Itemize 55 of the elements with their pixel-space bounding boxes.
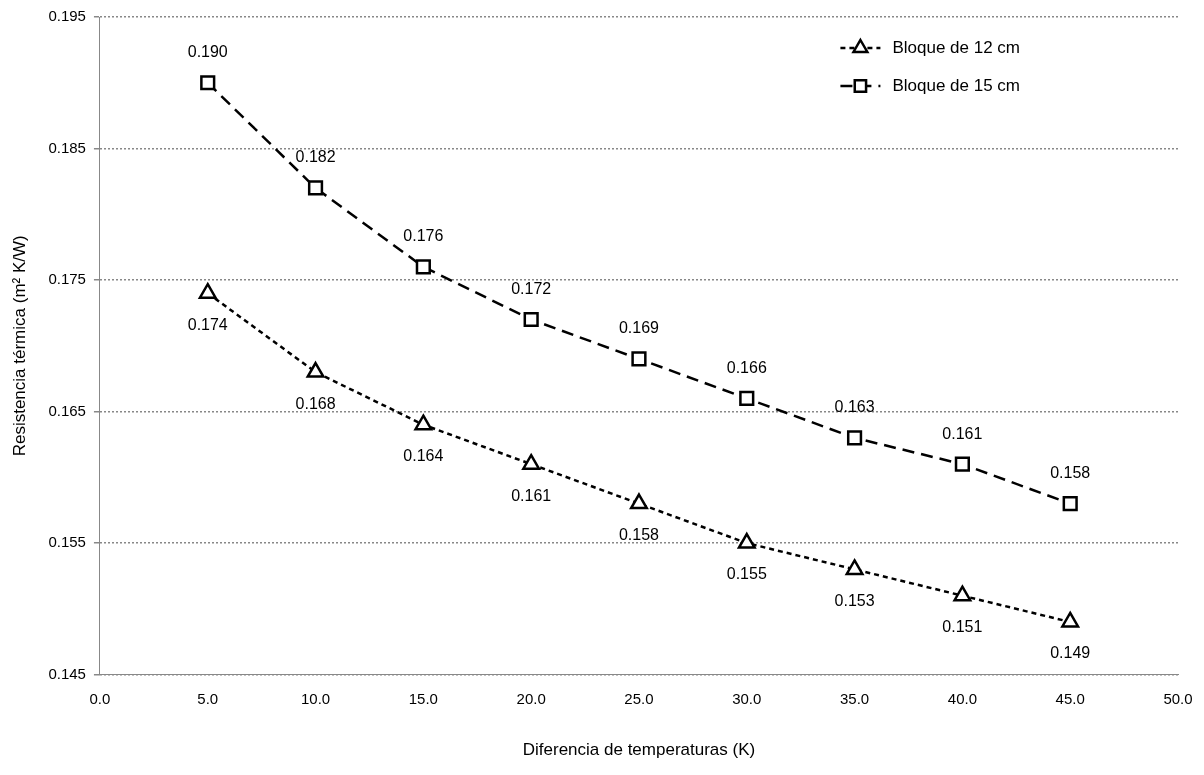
point: [523, 311, 539, 328]
data-label: 0.174: [187, 315, 228, 333]
point: [631, 351, 647, 367]
data-label: 0.155: [726, 565, 767, 583]
y-tick-label: 0.165: [48, 401, 86, 419]
point: [200, 75, 216, 91]
point: [415, 259, 431, 275]
y-tick-label: 0.145: [48, 664, 86, 682]
x-tick-label: 50.0: [1163, 689, 1193, 707]
data-label: 0.168: [295, 394, 336, 412]
data-label: 0.172: [511, 279, 552, 297]
point: [307, 180, 324, 196]
x-tick-label: 25.0: [624, 689, 654, 707]
point: [953, 585, 972, 602]
x-tick-label: 40.0: [947, 689, 977, 707]
point: [846, 430, 863, 446]
point: [845, 559, 864, 576]
x-tick-label: 35.0: [839, 689, 870, 707]
legend-label: Bloque de 15 cm: [892, 75, 1021, 95]
data-label: 0.176: [403, 227, 444, 245]
legend-label: Bloque de 12 cm: [892, 37, 1021, 57]
y-axis-title: Resistencia térmica (m² K/W): [9, 235, 29, 457]
data-label: 0.166: [726, 358, 767, 376]
data-label: 0.161: [511, 486, 552, 504]
y-tick-label: 0.185: [48, 138, 86, 156]
y-tick-label: 0.195: [48, 7, 86, 25]
point: [739, 390, 755, 407]
data-label: 0.151: [942, 618, 983, 636]
data-label: 0.182: [295, 148, 336, 166]
point: [737, 532, 756, 549]
x-tick-label: 20.0: [516, 689, 546, 707]
x-tick-label: 5.0: [197, 689, 219, 707]
y-tick-label: 0.155: [48, 533, 86, 551]
y-tick-label: 0.175: [48, 270, 86, 288]
x-axis-title: Diferencia de temperaturas (K): [522, 740, 756, 760]
x-tick-label: 15.0: [408, 689, 438, 707]
x-tick-label: 45.0: [1055, 689, 1085, 707]
data-label: 0.169: [618, 319, 660, 337]
data-label: 0.158: [1050, 464, 1091, 482]
point: [629, 493, 649, 510]
point: [522, 453, 541, 470]
x-tick-label: 10.0: [300, 689, 331, 707]
point: [414, 414, 433, 431]
x-tick-label: 30.0: [732, 689, 762, 707]
point: [954, 456, 970, 472]
point: [1061, 611, 1080, 628]
data-label: 0.153: [834, 591, 875, 609]
x-tick-label: 0.0: [89, 689, 111, 707]
data-label: 0.190: [187, 43, 228, 61]
data-label: 0.158: [618, 526, 660, 544]
data-label: 0.163: [834, 398, 875, 416]
data-label: 0.149: [1050, 644, 1091, 662]
data-label: 0.161: [942, 424, 983, 442]
point: [306, 361, 325, 378]
data-label: 0.164: [403, 447, 444, 465]
